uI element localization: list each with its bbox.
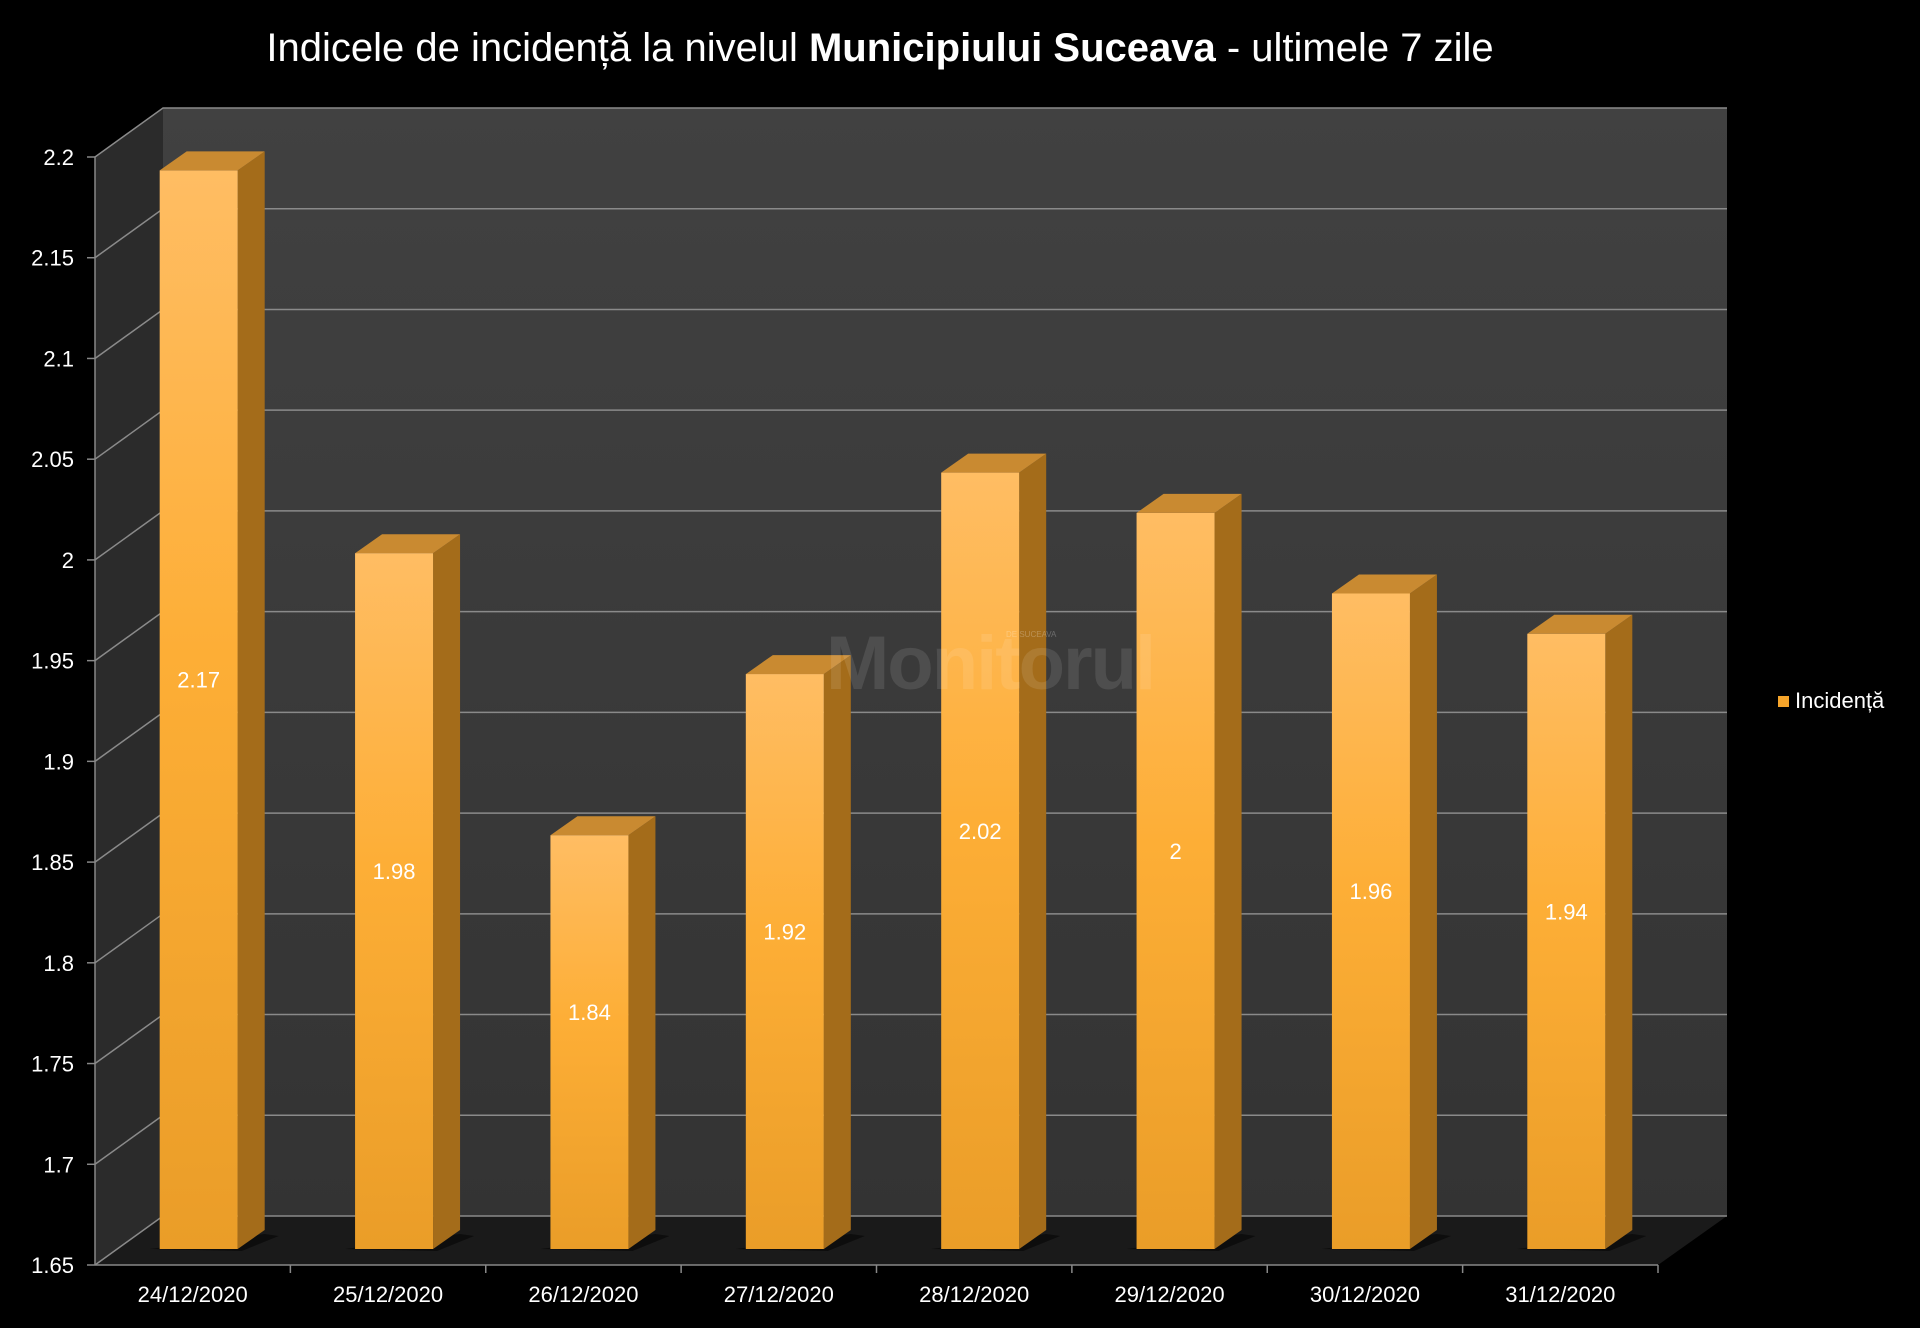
bar-side	[1605, 614, 1633, 1249]
data-label: 1.94	[1545, 899, 1588, 924]
x-tick-label: 27/12/2020	[724, 1282, 834, 1307]
bar	[550, 835, 629, 1249]
bar-side	[1409, 574, 1437, 1249]
bar-side	[1019, 453, 1047, 1250]
legend-label: Incidență	[1795, 688, 1885, 713]
title-bold: Municipiului Suceava	[808, 26, 1216, 70]
x-tick-label: 25/12/2020	[333, 1282, 443, 1307]
x-tick-label: 24/12/2020	[138, 1282, 248, 1307]
x-tick-label: 29/12/2020	[1115, 1282, 1225, 1307]
data-label: 1.98	[373, 859, 416, 884]
bar	[159, 170, 238, 1249]
x-tick-label: 26/12/2020	[528, 1282, 638, 1307]
x-tick-label: 28/12/2020	[919, 1282, 1029, 1307]
bar-side	[628, 816, 656, 1249]
axes: 1.65 1.7 1.75 1.8 1.85 1.9 1.95 2 2.05 2.1 2.15 2.2…	[31, 145, 1659, 1307]
bar	[1136, 512, 1215, 1249]
data-label: 2.17	[177, 668, 220, 693]
data-label: 1.84	[568, 1000, 611, 1025]
title-part2: - ultimele 7 zile	[1215, 26, 1494, 70]
x-tick-label: 30/12/2020	[1310, 1282, 1420, 1307]
bar-top	[159, 151, 265, 171]
bar	[941, 472, 1020, 1250]
y-tick-label: 2.05	[31, 447, 74, 472]
y-tick-label: 1.85	[31, 850, 74, 875]
y-tick-label: 1.9	[43, 749, 74, 774]
legend: Incidență	[1778, 688, 1884, 714]
data-label: 2.02	[959, 819, 1002, 844]
floor	[95, 1216, 1727, 1265]
bar-top	[745, 655, 851, 675]
y-tick-label: 1.7	[43, 1152, 74, 1177]
title-part1: Indicele de incidență la nivelul	[266, 26, 809, 70]
bar-top	[1527, 614, 1633, 634]
bar	[1527, 633, 1606, 1249]
bar	[1331, 593, 1410, 1249]
side-wall	[95, 108, 163, 1265]
bar-side	[1214, 493, 1242, 1250]
y-tick-label: 2.15	[31, 246, 74, 271]
data-label: 1.96	[1350, 879, 1393, 904]
legend-swatch	[1778, 695, 1789, 707]
bar	[355, 553, 434, 1249]
bar-side	[433, 534, 461, 1249]
bar	[745, 674, 824, 1249]
y-tick-label: 1.8	[43, 951, 74, 976]
bars: 2.17 1.98 1.84 1.92 2.02 2 1.96 1.94	[149, 151, 1647, 1251]
gridline	[94, 107, 1727, 158]
y-tick-label: 1.75	[31, 1052, 74, 1077]
data-label: 1.92	[763, 920, 806, 945]
y-tick-label: 2.2	[43, 145, 74, 170]
watermark: Monitorul	[826, 621, 1156, 706]
y-tick-label: 2.1	[43, 346, 74, 371]
y-tick-label: 1.65	[31, 1253, 74, 1278]
chart-title: Indicele de incidență la nivelul Municip…	[0, 26, 1760, 71]
bar-top	[1136, 493, 1242, 513]
data-label: 2	[1169, 839, 1181, 864]
bar-top	[941, 453, 1047, 473]
x-tick-label: 31/12/2020	[1505, 1282, 1615, 1307]
watermark-subtext: DE SUCEAVA	[1006, 630, 1057, 639]
bar-top	[355, 534, 461, 554]
y-tick-label: 1.95	[31, 649, 74, 674]
y-tick-label: 2	[62, 548, 74, 573]
bar-side	[823, 655, 851, 1249]
bar-top	[550, 816, 656, 836]
bar-side	[237, 151, 265, 1249]
bar-top	[1331, 574, 1437, 594]
